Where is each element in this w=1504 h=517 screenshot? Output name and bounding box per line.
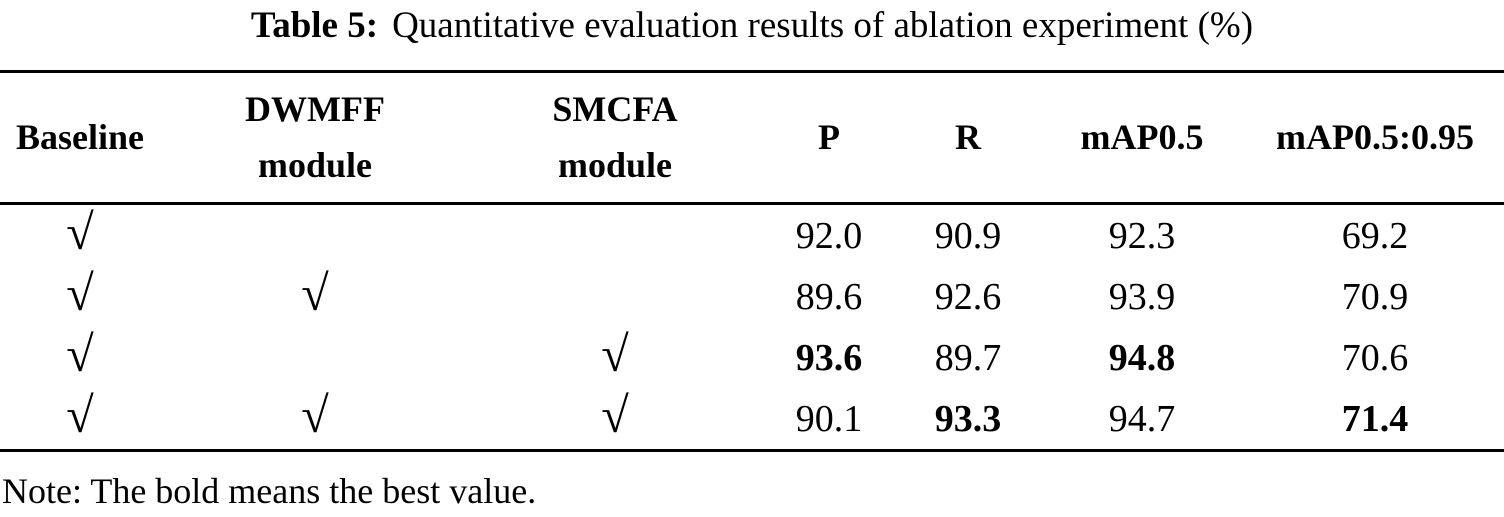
- column-header-dwmff-module: DWMFF module: [160, 73, 470, 205]
- checkmark-cell: √: [66, 386, 94, 443]
- value-cell: 90.9: [934, 214, 1002, 257]
- checkmark-cell: √: [601, 386, 629, 443]
- table-caption-text: Quantitative evaluation results of ablat…: [392, 5, 1254, 46]
- column-header-baseline: Baseline: [0, 73, 160, 205]
- checkmark-cell: [470, 205, 760, 266]
- value-cell: 89.7: [934, 336, 1002, 379]
- value-cell: 70.9: [1341, 275, 1409, 318]
- value-cell: 93.3: [934, 397, 1002, 440]
- checkmark-cell: [470, 266, 760, 327]
- value-cell: 89.6: [795, 275, 863, 318]
- column-header-map05: mAP0.5: [1038, 73, 1246, 205]
- ablation-table: Baseline DWMFF module SMCFA module P R m…: [0, 70, 1504, 452]
- value-cell: 92.3: [1108, 214, 1176, 257]
- column-header-label: mAP0.5:0.95: [1276, 116, 1474, 157]
- column-header-label: mAP0.5: [1080, 116, 1204, 157]
- value-cell: 70.6: [1341, 336, 1409, 379]
- value-cell: 92.0: [795, 214, 863, 257]
- column-header-p: P: [760, 73, 898, 205]
- checkmark-cell: √: [66, 203, 94, 260]
- value-cell: 94.7: [1108, 397, 1176, 440]
- value-cell: 71.4: [1341, 397, 1409, 440]
- value-cell: 90.1: [795, 397, 863, 440]
- table-note: Note: The bold means the best value.: [2, 471, 537, 511]
- column-header-map05-095: mAP0.5:0.95: [1246, 73, 1504, 205]
- column-header-label: DWMFF module: [245, 88, 385, 185]
- checkmark-cell: √: [66, 325, 94, 382]
- value-cell: 93.9: [1108, 275, 1176, 318]
- checkmark-cell: √: [601, 325, 629, 382]
- column-header-label: Baseline: [15, 116, 144, 157]
- column-header-label: R: [955, 116, 981, 157]
- column-header-label: SMCFA module: [552, 88, 678, 185]
- checkmark-cell: √: [66, 264, 94, 321]
- value-cell: 93.6: [795, 336, 863, 379]
- column-header-r: R: [898, 73, 1038, 205]
- checkmark-cell: √: [301, 386, 329, 443]
- value-cell: 69.2: [1341, 214, 1409, 257]
- checkmark-cell: [160, 327, 470, 388]
- checkmark-cell: [160, 205, 470, 266]
- value-cell: 92.6: [934, 275, 1002, 318]
- table-caption: Table 5: Quantitative evaluation results …: [0, 4, 1504, 48]
- column-header-label: P: [818, 116, 840, 157]
- table-caption-label: Table 5:: [250, 5, 379, 46]
- value-cell: 94.8: [1108, 336, 1176, 379]
- checkmark-cell: √: [301, 264, 329, 321]
- column-header-smcfa-module: SMCFA module: [470, 73, 760, 205]
